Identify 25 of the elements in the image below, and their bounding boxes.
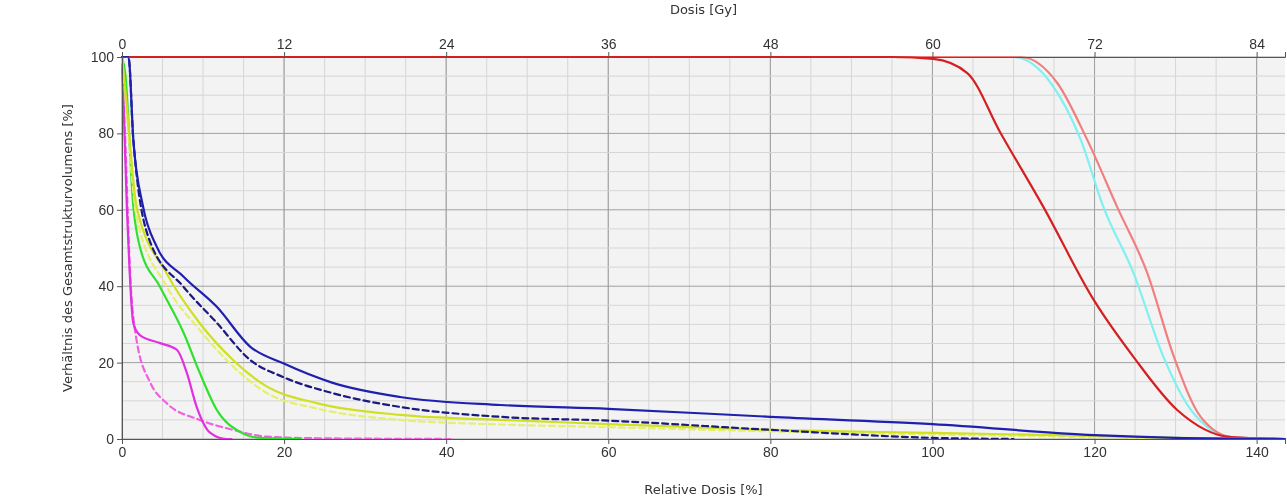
y-tick-label: 20 [98,354,115,371]
x-tick-label: 140 [1245,443,1270,460]
x-tick-label: 60 [600,443,617,460]
x-tick-label: 80 [763,443,779,460]
x-tick-label: 120 [1083,443,1107,460]
x2-tick-label: 0 [118,36,127,52]
y-tick-label: 60 [98,201,115,218]
x2-tick-label: 36 [600,36,617,52]
x-tick-label: 20 [276,443,293,460]
y-tick-label: 0 [106,430,115,447]
y-tick-label: 100 [90,48,115,65]
x2-tick-label: 24 [438,36,455,52]
x-tick-label: 100 [921,443,945,460]
x2-tick-label: 12 [276,36,293,52]
x2-tick-label: 84 [1249,36,1266,52]
y-tick-label: 80 [98,125,115,142]
x-axis-title: Relative Dosis [%] [644,482,763,497]
x-tick-label: 40 [438,443,455,460]
x2-tick-label: 72 [1087,36,1104,52]
x2-tick-label: 60 [925,36,941,52]
y-tick-label: 40 [98,278,115,295]
x2-tick-label: 48 [763,36,779,52]
x2-axis-title: Dosis [Gy] [669,2,738,17]
x-tick-label: 0 [118,443,127,460]
y-axis-title: Verhältnis des Gesamtstrukturvolumens [%] [60,104,75,392]
